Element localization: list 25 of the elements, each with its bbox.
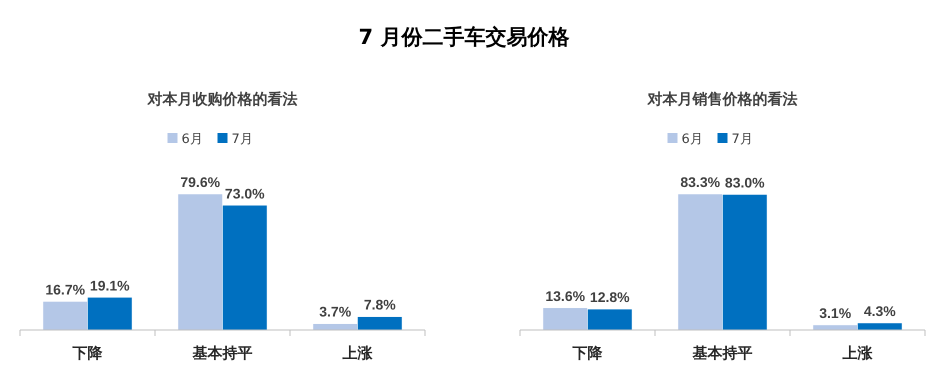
data-label: 7.8% <box>364 296 396 313</box>
data-label: 73.0% <box>224 185 266 202</box>
data-label: 83.3% <box>680 174 721 190</box>
chart-subtitle: 对本月销售价格的看法 <box>646 90 798 108</box>
data-label: 83.0% <box>724 174 766 190</box>
x-tick-label: 基本持平 <box>692 344 752 362</box>
legend-label: 7月 <box>232 132 253 147</box>
data-label: 12.8% <box>590 289 630 306</box>
legend-label: 6月 <box>682 132 703 147</box>
data-label: 19.1% <box>90 277 130 294</box>
data-label: 3.1% <box>819 304 852 321</box>
data-label: 16.7% <box>45 281 86 298</box>
legend-label: 6月 <box>182 132 203 147</box>
legend-label: 7月 <box>732 132 753 147</box>
data-label: 13.6% <box>545 288 586 304</box>
chart-subtitle: 对本月收购价格的看法 <box>146 90 298 108</box>
data-label: 4.3% <box>864 302 896 319</box>
x-tick-label: 上涨 <box>842 344 874 362</box>
x-tick-label: 基本持平 <box>192 344 252 362</box>
x-tick-label: 上涨 <box>342 344 374 362</box>
x-tick-label: 下降 <box>572 344 604 362</box>
chart-title: 7 月份二手车交易价格 <box>358 25 570 49</box>
data-label: 3.7% <box>319 304 352 320</box>
data-label: 79.6% <box>180 174 221 190</box>
x-tick-label: 下降 <box>72 344 104 362</box>
